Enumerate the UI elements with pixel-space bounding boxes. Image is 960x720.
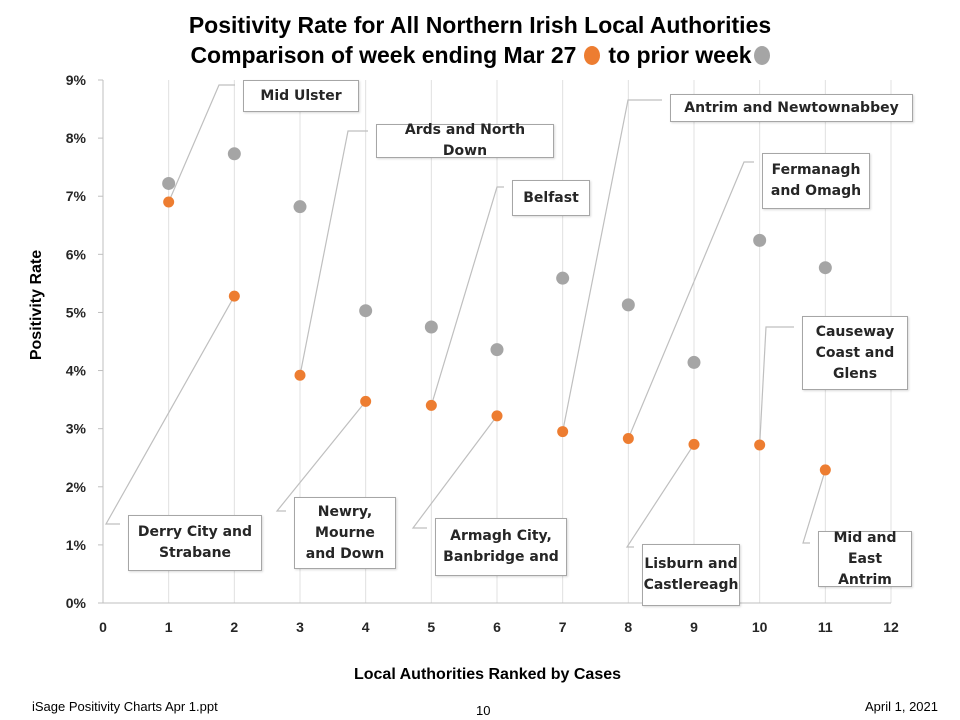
x-tick-label: 12 xyxy=(883,619,899,635)
y-tick-label: 3% xyxy=(66,421,87,437)
x-tick-label: 7 xyxy=(559,619,567,635)
x-tick-label: 10 xyxy=(752,619,768,635)
x-tick-label: 2 xyxy=(230,619,238,635)
annotation-leader-line xyxy=(562,99,662,432)
current-week-point xyxy=(688,438,700,450)
current-week-point xyxy=(294,369,306,381)
prior-week-point xyxy=(621,298,635,312)
x-tick-label: 1 xyxy=(165,619,173,635)
annotation-leader-line xyxy=(411,415,498,529)
y-axis-title: Positivity Rate xyxy=(28,249,45,361)
chart-subtitle-suffix: to prior week xyxy=(608,42,752,68)
legend-prior-week-dot xyxy=(753,45,770,65)
annotation-label: Belfast xyxy=(512,180,590,216)
annotation-leader-line xyxy=(104,295,235,525)
annotation-label: Mid Ulster xyxy=(243,80,359,112)
annotation-label: Ards and North Down xyxy=(376,122,554,159)
annotation-label: Causeway Coast and Glens xyxy=(802,316,908,390)
y-tick-label: 8% xyxy=(66,130,87,146)
y-tick-label: 4% xyxy=(66,363,87,379)
x-axis-title: Local Authorities Ranked by Cases xyxy=(353,666,622,683)
legend-current-week-dot xyxy=(584,45,601,65)
prior-week-point xyxy=(556,271,570,285)
current-week-point xyxy=(557,426,569,438)
current-week-point xyxy=(754,439,766,451)
current-week-point xyxy=(425,399,437,411)
x-tick-label: 6 xyxy=(493,619,501,635)
annotation-leader-line xyxy=(430,186,504,406)
footer-page-number: 10 xyxy=(476,703,491,718)
current-week-point xyxy=(360,395,372,407)
annotation-label: Armagh City, Banbridge and xyxy=(435,518,567,576)
chart-title: Positivity Rate for All Northern Irish L… xyxy=(0,10,960,70)
x-tick-label: 9 xyxy=(690,619,698,635)
x-tick-label: 11 xyxy=(818,619,833,635)
y-tick-label: 0% xyxy=(66,595,87,611)
y-tick-label: 9% xyxy=(66,72,87,88)
x-tick-label: 3 xyxy=(296,619,304,635)
chart-title-line1: Positivity Rate for All Northern Irish L… xyxy=(188,12,772,38)
annotation-label: Derry City and Strabane xyxy=(128,515,262,571)
x-tick-label: 8 xyxy=(624,619,632,635)
current-week-point xyxy=(622,433,634,445)
annotation-label: Fermanagh and Omagh xyxy=(762,153,870,209)
current-week-point xyxy=(163,196,175,208)
y-tick-label: 2% xyxy=(66,479,87,495)
y-tick-label: 7% xyxy=(66,188,87,204)
annotation-label: Lisburn and Castlereagh xyxy=(642,544,740,606)
current-week-point xyxy=(819,464,831,476)
annotation-leader-line xyxy=(802,469,826,544)
annotation-label: Newry, Mourne and Down xyxy=(294,497,396,569)
y-tick-label: 6% xyxy=(66,246,87,262)
prior-week-point xyxy=(293,200,307,214)
prior-week-point xyxy=(424,320,438,334)
annotation-leader-line xyxy=(625,444,695,548)
prior-week-point xyxy=(359,304,373,318)
x-tick-label: 5 xyxy=(427,619,435,635)
annotation-leader-line xyxy=(275,400,367,512)
x-tick-label: 4 xyxy=(362,619,370,635)
y-tick-label: 5% xyxy=(66,304,87,320)
prior-week-point xyxy=(818,261,832,275)
footer-date: April 1, 2021 xyxy=(865,699,938,714)
annotation-leader-line xyxy=(627,161,754,439)
x-tick-label: 0 xyxy=(99,619,107,635)
footer-filename: iSage Positivity Charts Apr 1.ppt xyxy=(32,699,218,714)
annotation-label: Mid and East Antrim xyxy=(818,530,912,588)
prior-week-point xyxy=(490,343,504,357)
annotation-leader-line xyxy=(168,84,235,203)
chart-subtitle: Comparison of week ending Mar 27 xyxy=(190,42,577,68)
annotation-leader-line xyxy=(299,130,368,376)
current-week-point xyxy=(228,290,240,302)
annotation-label: Antrim and Newtownabbey xyxy=(670,94,913,122)
prior-week-point xyxy=(753,233,767,247)
prior-week-point xyxy=(687,355,701,369)
prior-week-point xyxy=(227,147,241,161)
prior-week-point xyxy=(162,176,176,190)
chart-title-line2: Comparison of week ending Mar 27 to prio… xyxy=(0,40,960,70)
annotation-leader-line xyxy=(759,326,794,445)
current-week-point xyxy=(491,410,503,422)
y-tick-label: 1% xyxy=(66,537,87,553)
